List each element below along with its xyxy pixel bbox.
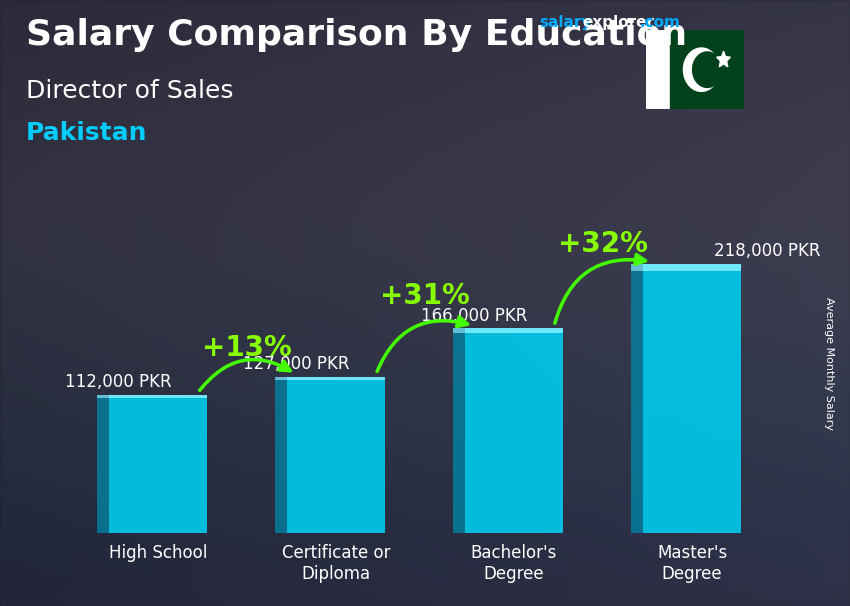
Bar (646, 30, 671, 109)
Text: 166,000 PKR: 166,000 PKR (422, 307, 528, 325)
Text: Pakistan: Pakistan (26, 121, 147, 145)
Text: explorer: explorer (582, 15, 654, 30)
Text: Average Monthly Salary: Average Monthly Salary (824, 297, 834, 430)
Bar (275, 376, 287, 381)
Polygon shape (693, 52, 722, 87)
Text: Salary Comparison By Education: Salary Comparison By Education (26, 18, 687, 52)
Bar (671, 30, 744, 109)
Bar (97, 395, 109, 533)
Bar (109, 395, 207, 533)
Text: +13%: +13% (202, 334, 292, 362)
Text: +31%: +31% (380, 282, 470, 310)
Polygon shape (683, 48, 719, 92)
Text: Director of Sales: Director of Sales (26, 79, 233, 103)
Text: salary: salary (540, 15, 592, 30)
Text: .com: .com (639, 15, 680, 30)
Bar (453, 328, 465, 533)
Bar (632, 264, 643, 271)
Polygon shape (717, 51, 730, 67)
Bar (287, 376, 385, 381)
Bar (465, 328, 563, 533)
Bar (643, 264, 741, 271)
Text: 127,000 PKR: 127,000 PKR (243, 355, 350, 373)
Bar (275, 376, 287, 533)
Bar (643, 264, 741, 533)
Bar (109, 395, 207, 399)
Bar (97, 395, 109, 399)
Bar (465, 328, 563, 333)
Bar (632, 264, 643, 533)
Bar (453, 328, 465, 333)
Text: 112,000 PKR: 112,000 PKR (65, 373, 172, 391)
Text: +32%: +32% (558, 230, 648, 258)
Bar (287, 376, 385, 533)
Text: 218,000 PKR: 218,000 PKR (713, 242, 820, 261)
